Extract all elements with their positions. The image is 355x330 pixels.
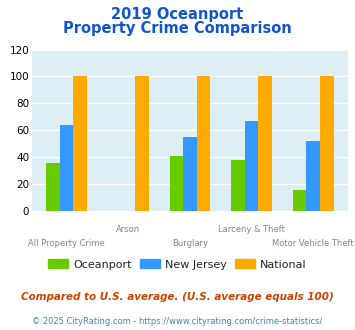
Bar [245,121,258,211]
Text: 2019 Oceanport: 2019 Oceanport [111,7,244,21]
Text: Arson: Arson [116,225,140,234]
Text: Compared to U.S. average. (U.S. average equals 100): Compared to U.S. average. (U.S. average … [21,292,334,302]
Text: © 2025 CityRating.com - https://www.cityrating.com/crime-statistics/: © 2025 CityRating.com - https://www.city… [32,317,323,326]
Bar [320,77,334,211]
Bar [306,141,320,211]
Bar [170,156,183,211]
Text: Burglary: Burglary [172,239,208,248]
Bar [258,77,272,211]
Bar [46,163,60,211]
Bar [135,77,149,211]
Text: All Property Crime: All Property Crime [28,239,105,248]
Bar [231,160,245,211]
Text: Larceny & Theft: Larceny & Theft [218,225,285,234]
Bar [60,125,73,211]
Text: Motor Vehicle Theft: Motor Vehicle Theft [272,239,354,248]
Bar [183,137,197,211]
Legend: Oceanport, New Jersey, National: Oceanport, New Jersey, National [44,255,311,274]
Bar [197,77,210,211]
Bar [293,190,306,211]
Text: Property Crime Comparison: Property Crime Comparison [63,21,292,36]
Bar [73,77,87,211]
